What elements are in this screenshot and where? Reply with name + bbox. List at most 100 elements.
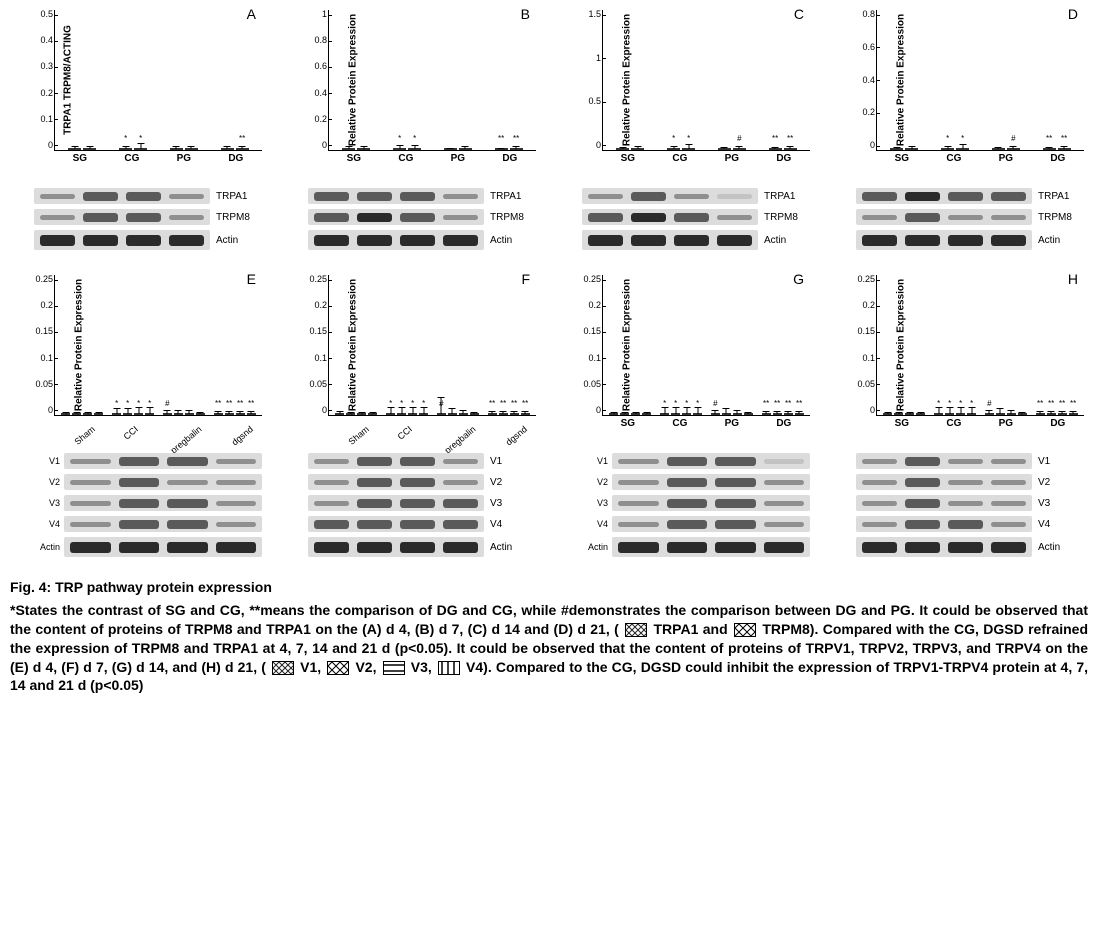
bar: [72, 413, 81, 415]
caption-body: *States the contrast of SG and CG, **mea…: [10, 601, 1088, 695]
significance-marker: **: [1061, 135, 1067, 143]
blot-row: V3: [582, 495, 810, 511]
x-tick-label: DG: [1050, 418, 1065, 429]
bar: [1007, 413, 1016, 415]
x-ticks: ShamCCIpregbalindgsnd: [328, 418, 536, 428]
top-chart-row: ATRPA1 TRPM8/ACTING0.50.40.30.20.10****S…: [10, 10, 1088, 164]
blot-band: [618, 522, 659, 527]
significance-marker: *: [137, 400, 140, 408]
blot-panel: V1V2V3V4Actin: [558, 435, 814, 562]
bar: [616, 148, 629, 150]
blot-band: [314, 520, 349, 529]
blot-band: [357, 235, 392, 246]
blot-lane: [64, 516, 262, 532]
significance-marker: **: [787, 135, 793, 143]
blot-band: [667, 542, 708, 553]
blot-row-label: V1: [1032, 456, 1084, 467]
blot-row-label: TRPA1: [210, 191, 262, 202]
blot-band: [40, 194, 75, 199]
bar: *: [134, 413, 143, 415]
blot-row: TRPM8: [34, 209, 262, 225]
blot-band: [905, 235, 940, 246]
blot-panel: TRPA1TRPM8Actin: [284, 170, 540, 255]
bar-group: ****: [1043, 148, 1071, 150]
bar: [185, 413, 194, 415]
blot-band: [169, 194, 204, 199]
blot-band: [357, 520, 392, 529]
blot-band: [216, 542, 257, 553]
bottom-blot-row: V1V2V3V4ActinV1V2V3V4ActinV1V2V3V4ActinV…: [10, 435, 1088, 562]
blot-band: [991, 480, 1026, 485]
bar: [346, 413, 355, 415]
blot-band: [357, 192, 392, 201]
significance-marker: *: [422, 400, 425, 408]
blot-band: [83, 192, 118, 201]
blot-lane: [308, 453, 484, 469]
blot-band: [70, 501, 111, 506]
bar: *: [408, 413, 417, 415]
bar: #: [1007, 148, 1020, 150]
blot-band: [588, 194, 623, 199]
bar: **: [521, 413, 530, 415]
bar-group: #: [985, 413, 1027, 415]
bar-group: ****: [934, 413, 976, 415]
blot-band: [83, 213, 118, 222]
bar: *: [693, 413, 702, 415]
bar: [996, 413, 1005, 415]
blot-band: [948, 459, 983, 464]
significance-marker: *: [126, 400, 129, 408]
blot-band: [400, 520, 435, 529]
blot-band: [862, 501, 897, 506]
blot-lane: [64, 474, 262, 490]
bar-group: **: [667, 148, 695, 150]
blot-band: [400, 542, 435, 553]
significance-marker: **: [226, 400, 232, 408]
x-ticks: SGCGPGDG: [876, 418, 1084, 429]
blot-row-label: V1: [582, 456, 612, 466]
bar: *: [397, 413, 406, 415]
blot-band: [667, 457, 708, 466]
blot-band: [119, 478, 160, 487]
blot-row-label: TRPM8: [210, 212, 262, 223]
blot-band: [314, 192, 349, 201]
bar-group: [890, 148, 918, 150]
bar-group: **: [119, 148, 147, 150]
blot-row-label: TRPM8: [758, 212, 810, 223]
bar: **: [510, 148, 523, 150]
chart-axes: FRelative Protein Expression0.250.20.150…: [328, 275, 536, 416]
bar: [196, 413, 205, 415]
blot-set: TRPA1TRPM8Actin: [34, 188, 262, 255]
x-ticks: SGCGPGDG: [54, 153, 262, 164]
blot-band: [862, 215, 897, 220]
blot-band: [948, 520, 983, 529]
blot-band: [443, 459, 478, 464]
blot-band: [764, 480, 805, 485]
bar-group: **: [221, 148, 249, 150]
chart-panel-D: DRelative Protein Expression0.80.60.40.2…: [832, 10, 1088, 164]
chart-axes: DRelative Protein Expression0.80.60.40.2…: [876, 10, 1084, 151]
blot-row-label: V3: [1032, 498, 1084, 509]
blot-row: V1: [582, 453, 810, 469]
blot-band: [167, 542, 208, 553]
blot-row: V2: [582, 474, 810, 490]
blot-band: [70, 480, 111, 485]
bar: [1018, 413, 1027, 415]
blot-band: [443, 520, 478, 529]
bar: *: [945, 413, 954, 415]
v4-swatch: [438, 661, 460, 675]
bar: [620, 413, 629, 415]
bar: **: [488, 413, 497, 415]
blot-band: [991, 235, 1026, 246]
bar: [68, 148, 81, 150]
significance-marker: *: [687, 135, 690, 143]
y-ticks: 0.250.20.150.10.050: [851, 275, 875, 415]
blot-band: [948, 542, 983, 553]
chart-panel-G: GRelative Protein Expression0.250.20.150…: [558, 275, 814, 429]
blot-row: V2: [34, 474, 262, 490]
blot-row-label: V4: [484, 519, 536, 530]
bar: **: [1069, 413, 1078, 415]
bar: **: [247, 413, 256, 415]
significance-marker: **: [1037, 400, 1043, 408]
x-tick-label: CG: [398, 153, 413, 164]
blot-row: V4: [582, 516, 810, 532]
